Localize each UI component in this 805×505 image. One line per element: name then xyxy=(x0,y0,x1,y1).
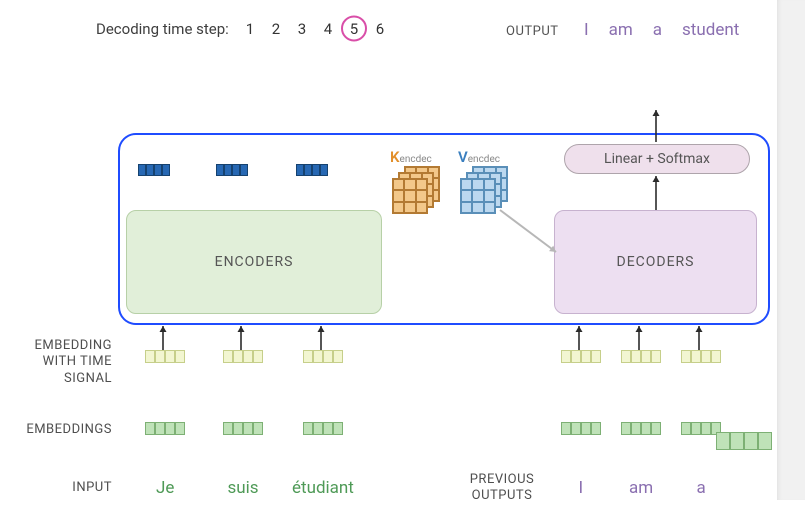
linear-softmax-block: Linear + Softmax xyxy=(564,144,750,174)
output-token: a xyxy=(653,20,662,40)
timestep-steps: 123456 xyxy=(244,20,386,38)
embedding-cells xyxy=(621,422,661,435)
embedding-time-label: EMBEDDING WITH TIME SIGNAL xyxy=(4,338,112,387)
timestep-step: 2 xyxy=(270,20,282,38)
timestep-step: 3 xyxy=(296,20,308,38)
prev-output-token: I xyxy=(579,478,584,498)
embedding-time-cells xyxy=(561,350,601,363)
timestep-label: Decoding time step: xyxy=(96,20,229,38)
embedding-cells xyxy=(303,422,343,435)
embedding-cells xyxy=(681,422,721,435)
decoders-block: DECODERS xyxy=(554,210,757,314)
input-token: Je xyxy=(156,478,174,498)
embedding-time-cells xyxy=(303,350,343,363)
page-scrollbar[interactable] xyxy=(777,0,805,500)
embedding-time-cells xyxy=(681,350,721,363)
input-label: INPUT xyxy=(4,480,112,496)
v-encdec-label: Vencdec xyxy=(458,148,500,166)
input-token: étudiant xyxy=(292,478,354,498)
encoder-output-cells xyxy=(216,164,248,176)
embedding-time-cells xyxy=(145,350,185,363)
encoders-block: ENCODERS xyxy=(126,210,382,314)
embedding-time-cells xyxy=(621,350,661,363)
embedding-time-cells xyxy=(223,350,263,363)
output-label: OUTPUT xyxy=(506,24,559,39)
embedding-cells xyxy=(223,422,263,435)
encoder-output-cells xyxy=(296,164,328,176)
k-encdec-label: Kencdec xyxy=(390,148,432,166)
timestep-step: 4 xyxy=(322,20,334,38)
timestep-step: 6 xyxy=(374,20,386,38)
encoder-output-cells xyxy=(138,164,170,176)
timestep-step: 1 xyxy=(244,20,256,38)
timestep-step: 5 xyxy=(348,20,360,38)
output-token: I xyxy=(584,20,589,40)
prev-output-token: am xyxy=(629,478,653,498)
output-token: am xyxy=(609,20,633,40)
embedding-cells xyxy=(561,422,601,435)
input-token: suis xyxy=(228,478,259,498)
output-tokens: Iama student xyxy=(584,20,739,40)
prev-output-token: a xyxy=(697,478,706,498)
embedding-cells-ghost xyxy=(716,432,772,450)
embeddings-label: EMBEDDINGS xyxy=(4,422,112,438)
embedding-cells xyxy=(145,422,185,435)
output-token: student xyxy=(682,20,739,40)
